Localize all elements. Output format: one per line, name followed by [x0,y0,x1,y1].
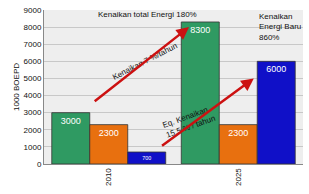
svg-text:4000: 4000 [24,91,42,100]
svg-text:5000: 5000 [24,74,42,83]
svg-text:3000: 3000 [24,108,42,117]
svg-text:2000: 2000 [24,126,42,135]
svg-text:Kenaikan 7 %/tahun: Kenaikan 7 %/tahun [111,41,179,82]
svg-text:6000: 6000 [266,64,286,74]
svg-text:2010: 2010 [104,168,113,186]
svg-text:Eq. Kenaikan15,5 % / tahun: Eq. Kenaikan15,5 % / tahun [161,104,216,140]
svg-text:KenaikanEnergi Baru860%: KenaikanEnergi Baru860% [259,12,301,42]
svg-text:1000 BOEPD: 1000 BOEPD [12,63,21,111]
svg-text:1000: 1000 [24,143,42,152]
svg-text:7000: 7000 [24,40,42,49]
svg-text:6000: 6000 [24,57,42,66]
svg-text:0: 0 [37,160,42,169]
svg-text:3000: 3000 [61,116,81,126]
svg-text:9000: 9000 [24,6,42,15]
svg-text:8300: 8300 [190,25,210,35]
svg-text:2025: 2025 [234,168,243,186]
svg-text:700: 700 [142,155,151,161]
svg-text:2300: 2300 [228,128,248,138]
svg-text:Kenaikan total Energi 180%: Kenaikan total Energi 180% [98,10,197,19]
svg-text:8000: 8000 [24,23,42,32]
svg-text:2300: 2300 [99,128,119,138]
